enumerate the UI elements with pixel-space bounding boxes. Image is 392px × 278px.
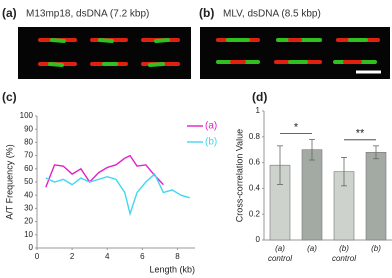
y-tick-label: 80	[24, 138, 33, 147]
x-tick-label: 2	[70, 252, 75, 261]
y-tick-label: 70	[24, 151, 33, 160]
panel-label: (a)	[2, 6, 17, 20]
y-tick-label: 0	[29, 243, 34, 252]
legend-label: (b)	[205, 137, 217, 148]
x-tick-label: (b)	[339, 244, 349, 253]
x-tick-label: 0	[35, 252, 40, 261]
x-tick-label: control	[332, 254, 356, 263]
series-line	[45, 172, 190, 217]
y-tick-label: 0.2	[249, 209, 261, 218]
y-axis-label: A/T Frequency (%)	[4, 144, 14, 219]
panel-label: (c)	[2, 90, 17, 104]
x-axis-label: Length (kb)	[149, 264, 195, 274]
y-tick-label: 0.6	[249, 158, 261, 167]
error-bar	[341, 157, 347, 187]
micrograph	[18, 27, 191, 79]
series-line	[45, 154, 164, 188]
y-tick-label: 0.4	[249, 184, 261, 193]
x-tick-label: 6	[140, 252, 145, 261]
y-tick-label: 50	[24, 177, 33, 186]
error-bar	[277, 145, 283, 185]
y-tick-label: 60	[24, 164, 33, 173]
y-tick-label: 40	[24, 190, 33, 199]
y-tick-label: 10	[24, 230, 33, 239]
significance-label: **	[356, 128, 365, 140]
micrograph	[200, 27, 390, 79]
y-tick-label: 0	[256, 235, 261, 244]
x-tick-label: control	[268, 254, 292, 263]
y-tick-label: 90	[24, 124, 33, 133]
x-tick-label: (a)	[307, 244, 317, 253]
panel-title: M13mp18, dsDNA (7.2 kbp)	[26, 9, 149, 20]
legend-label: (a)	[205, 121, 217, 132]
panel-label: (d)	[252, 90, 267, 104]
y-tick-label: 1	[256, 106, 261, 115]
x-tick-label: (b)	[371, 244, 381, 253]
y-tick-label: 20	[24, 217, 33, 226]
error-bar	[309, 138, 315, 161]
y-axis-label: Cross-correlation Value	[234, 129, 244, 222]
bar	[301, 149, 323, 241]
panel-title: MLV, dsDNA (8.5 kbp)	[223, 9, 321, 20]
y-tick-label: 100	[20, 111, 34, 120]
error-bar	[373, 145, 379, 160]
bar	[365, 151, 387, 241]
x-tick-label: 8	[175, 252, 180, 261]
x-tick-label: (a)	[275, 244, 285, 253]
panel-label: (b)	[199, 6, 214, 20]
y-tick-label: 0.8	[249, 132, 261, 141]
y-tick-label: 30	[24, 204, 33, 213]
x-tick-label: 4	[105, 252, 110, 261]
significance-label: *	[294, 121, 299, 133]
